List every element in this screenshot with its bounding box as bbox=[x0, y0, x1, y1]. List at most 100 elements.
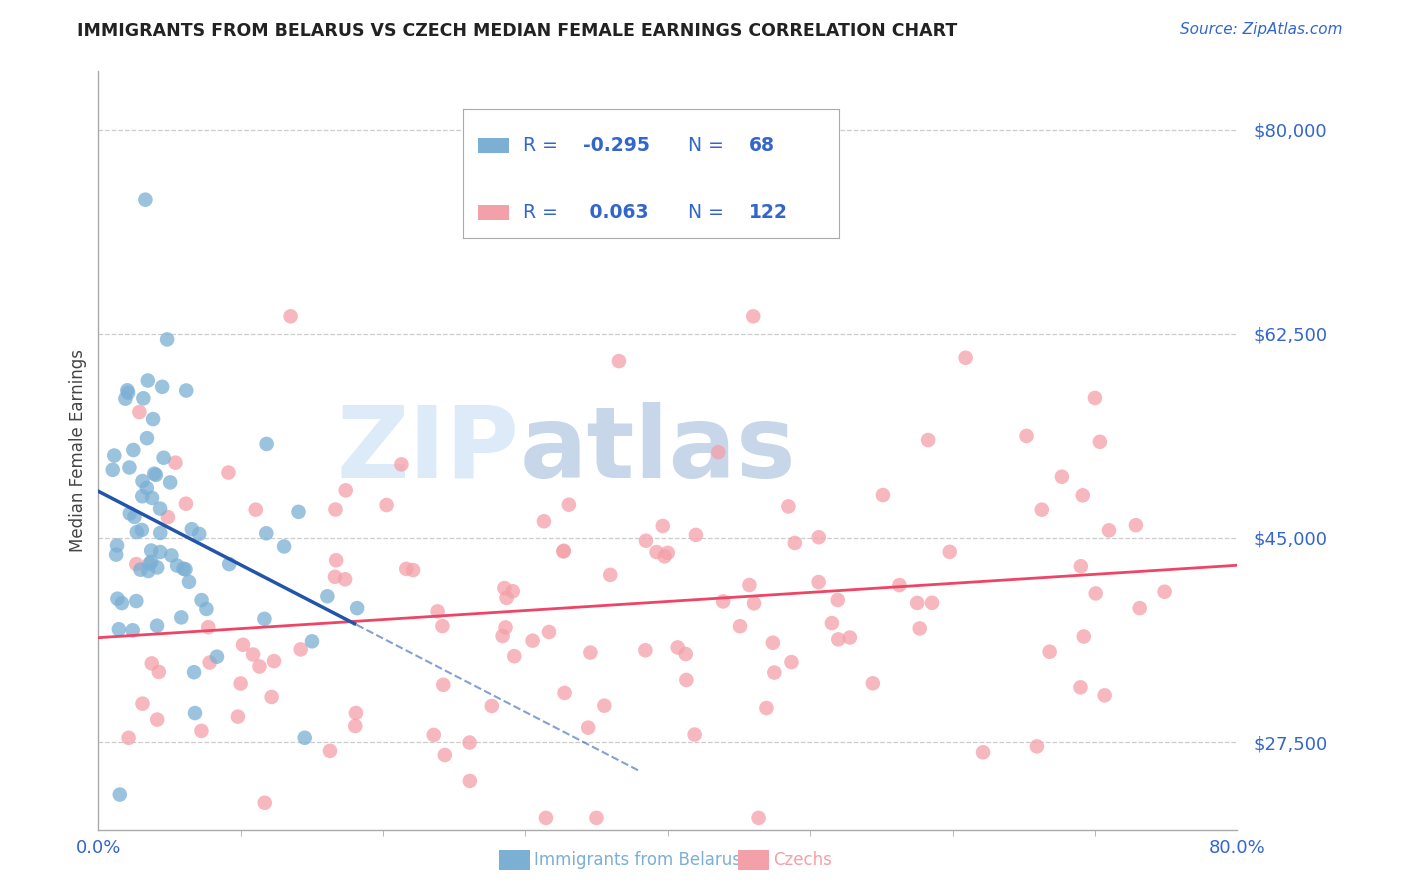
Point bbox=[253, 796, 276, 810]
Point bbox=[256, 437, 278, 451]
Point bbox=[217, 466, 239, 480]
Point bbox=[657, 546, 679, 560]
Point bbox=[253, 612, 276, 626]
Point bbox=[426, 604, 449, 618]
Point bbox=[174, 384, 197, 398]
Point bbox=[145, 467, 167, 482]
Point bbox=[131, 489, 153, 503]
Point bbox=[159, 475, 181, 490]
Point bbox=[533, 514, 555, 528]
Point bbox=[344, 706, 367, 720]
Point bbox=[748, 811, 770, 825]
Point bbox=[141, 555, 163, 569]
Point bbox=[576, 721, 599, 735]
Text: IMMIGRANTS FROM BELARUS VS CZECH MEDIAN FEMALE EARNINGS CORRELATION CHART: IMMIGRANTS FROM BELARUS VS CZECH MEDIAN … bbox=[77, 22, 957, 40]
Point bbox=[184, 706, 207, 720]
Point bbox=[325, 502, 347, 516]
Point bbox=[229, 676, 252, 690]
Point bbox=[707, 445, 730, 459]
Point bbox=[319, 744, 342, 758]
Point bbox=[129, 563, 152, 577]
Point bbox=[1069, 681, 1091, 695]
Point bbox=[783, 536, 806, 550]
Point bbox=[105, 538, 128, 552]
Y-axis label: Median Female Earnings: Median Female Earnings bbox=[69, 349, 87, 552]
Point bbox=[136, 564, 159, 578]
Point bbox=[1098, 524, 1121, 538]
Point bbox=[1039, 645, 1062, 659]
Point bbox=[807, 575, 830, 590]
Point bbox=[955, 351, 977, 365]
Point bbox=[762, 636, 785, 650]
Point bbox=[522, 633, 544, 648]
Point bbox=[654, 549, 676, 564]
Point bbox=[138, 557, 160, 571]
Point bbox=[1015, 429, 1038, 443]
Point bbox=[1025, 739, 1047, 754]
Point bbox=[195, 602, 218, 616]
Point bbox=[1031, 502, 1053, 516]
Point bbox=[553, 544, 575, 558]
Point bbox=[375, 498, 398, 512]
Point bbox=[242, 648, 264, 662]
Point bbox=[553, 543, 575, 558]
Point bbox=[755, 701, 778, 715]
Point bbox=[218, 557, 240, 571]
Point bbox=[335, 483, 357, 498]
Point bbox=[972, 745, 994, 759]
Point bbox=[280, 310, 302, 324]
Point bbox=[114, 392, 136, 406]
Point bbox=[495, 591, 517, 605]
Point bbox=[554, 686, 576, 700]
Point bbox=[599, 568, 621, 582]
Point bbox=[165, 456, 187, 470]
Point bbox=[103, 449, 125, 463]
Point bbox=[141, 543, 163, 558]
Point bbox=[121, 624, 143, 638]
Point bbox=[458, 735, 481, 749]
Point bbox=[122, 443, 145, 458]
Point bbox=[1084, 586, 1107, 600]
Point bbox=[593, 698, 616, 713]
Point bbox=[316, 589, 339, 603]
Point bbox=[141, 491, 163, 505]
Point bbox=[323, 570, 346, 584]
Point bbox=[232, 638, 254, 652]
Point bbox=[294, 731, 316, 745]
Point bbox=[142, 412, 165, 426]
Point bbox=[634, 533, 657, 548]
Point bbox=[226, 709, 249, 723]
Point bbox=[1073, 630, 1095, 644]
Point bbox=[205, 649, 228, 664]
Point bbox=[131, 474, 153, 488]
Point bbox=[1125, 518, 1147, 533]
Point bbox=[160, 549, 183, 563]
Point bbox=[111, 596, 134, 610]
Point bbox=[156, 333, 179, 347]
Point bbox=[1050, 469, 1073, 483]
Point bbox=[108, 622, 131, 636]
Point bbox=[273, 540, 295, 554]
Point bbox=[146, 618, 169, 632]
Point bbox=[862, 676, 884, 690]
Point bbox=[389, 458, 412, 472]
Point bbox=[143, 467, 166, 481]
Point bbox=[432, 678, 454, 692]
Point bbox=[579, 646, 602, 660]
Point bbox=[917, 433, 939, 447]
Point bbox=[149, 501, 172, 516]
Point bbox=[908, 622, 931, 636]
Text: ZIP: ZIP bbox=[337, 402, 520, 499]
Point bbox=[346, 601, 368, 615]
Point bbox=[333, 572, 356, 586]
Point bbox=[905, 596, 928, 610]
Point bbox=[188, 527, 211, 541]
Point bbox=[1070, 559, 1092, 574]
Point bbox=[889, 578, 911, 592]
Point bbox=[107, 591, 129, 606]
Point bbox=[742, 596, 765, 610]
Point bbox=[260, 690, 283, 704]
Text: Source: ZipAtlas.com: Source: ZipAtlas.com bbox=[1180, 22, 1343, 37]
Point bbox=[807, 530, 830, 544]
Point bbox=[503, 649, 526, 664]
